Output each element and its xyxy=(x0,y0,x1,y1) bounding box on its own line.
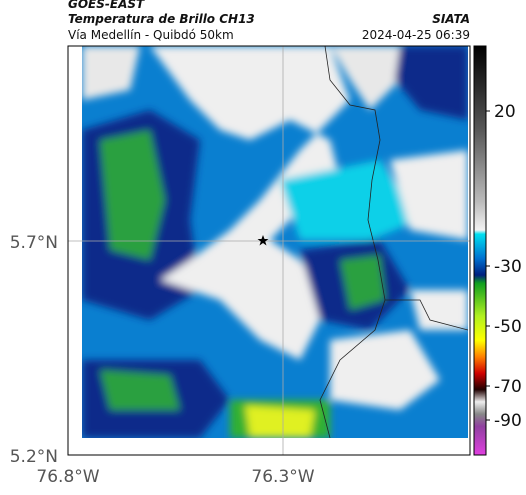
lat-label: 5.2°N xyxy=(10,447,58,467)
subtitle: Vía Medellín - Quibdó 50km xyxy=(68,28,234,42)
colorbar xyxy=(473,45,487,456)
source: GOES-EAST xyxy=(68,0,145,11)
satellite-image xyxy=(82,46,468,438)
colorbar-label: -70 xyxy=(494,377,522,397)
title: Temperatura de Brillo CH13 xyxy=(68,12,255,26)
map-frame xyxy=(67,45,471,456)
colorbar-label: -90 xyxy=(494,411,522,431)
colorbar-label: -30 xyxy=(494,257,522,277)
colorbar-label: 20 xyxy=(494,102,516,122)
location-marker xyxy=(257,235,269,246)
lon-label: 76.3°W xyxy=(251,467,314,487)
colorbar-label: -50 xyxy=(494,317,522,337)
org: SIATA xyxy=(432,12,470,26)
lat-label: 5.7°N xyxy=(10,233,58,253)
lon-label: 76.8°W xyxy=(36,467,99,487)
colorbar-ticks xyxy=(486,110,490,421)
datetime: 2024-04-25 06:39 xyxy=(362,28,470,42)
